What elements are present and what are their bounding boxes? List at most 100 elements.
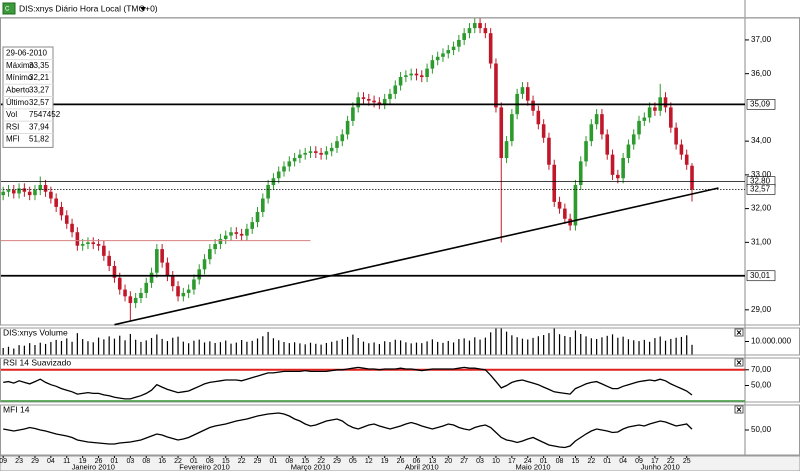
volume-bar: [373, 342, 375, 355]
x-tick-label: 26: [95, 458, 103, 465]
info-box: [2, 46, 54, 148]
x-tick-label: 24: [524, 458, 532, 465]
y-tick-label: 70,00: [751, 365, 772, 374]
volume-bar: [574, 330, 577, 355]
volume-bar: [235, 342, 237, 355]
candle-body: [80, 244, 85, 246]
candle-body: [414, 73, 419, 76]
volume-bar: [108, 336, 110, 355]
volume-bar: [405, 342, 407, 355]
app-icon-text: C: [5, 7, 10, 13]
candle-body: [96, 244, 101, 246]
info-value: 7547452: [29, 110, 61, 119]
info-label: Vol: [6, 110, 17, 119]
x-tick-label: 29: [254, 458, 262, 465]
volume-bar: [320, 344, 322, 355]
volume-bar: [495, 328, 497, 355]
candle-body: [276, 171, 281, 179]
candle-body: [404, 75, 408, 78]
candle-body: [578, 161, 583, 185]
volume-bar: [500, 328, 502, 355]
volume-bar: [617, 337, 619, 355]
candle-body: [11, 190, 16, 194]
y-tick-label: 50,00: [751, 425, 772, 434]
panel-1: [2, 328, 693, 355]
volume-bar: [283, 342, 285, 355]
dropdown-arrow[interactable]: [140, 7, 146, 11]
volume-bar: [13, 348, 15, 355]
x-tick-label: 01: [111, 458, 119, 465]
x-tick-label: 08: [142, 458, 150, 465]
volume-bar: [596, 338, 598, 355]
x-tick-label: 27: [460, 458, 468, 465]
candle-body: [541, 124, 546, 138]
candle-body: [208, 249, 212, 260]
candle-body: [86, 242, 90, 245]
volume-bar: [92, 342, 94, 355]
candle-body: [107, 255, 111, 266]
volume-bar: [272, 338, 275, 355]
volume-bar: [182, 341, 184, 355]
volume-bar: [638, 341, 640, 355]
y-tick-label: 50,00: [751, 381, 772, 390]
candle-body: [393, 85, 398, 94]
volume-bar: [241, 340, 243, 355]
x-tick-label: 25: [683, 458, 691, 465]
volume-bar: [527, 339, 529, 355]
x-tick-label: 12: [365, 458, 373, 465]
volume-bar: [203, 342, 206, 355]
volume-bar: [357, 337, 359, 355]
volume-bar: [135, 339, 137, 355]
candle-body: [457, 39, 461, 47]
indicator-line: [3, 412, 693, 449]
volume-bar: [55, 339, 57, 355]
candle-body: [202, 259, 207, 270]
volume-bar: [103, 339, 105, 355]
panel-2: [0, 366, 745, 402]
x-tick-label: 17: [651, 458, 659, 465]
candle-body: [33, 190, 37, 196]
volume-bar: [119, 335, 121, 355]
candle-body: [372, 100, 376, 103]
y-tick-label: 36,00: [751, 69, 772, 78]
volume-bar: [643, 339, 645, 355]
candle-body: [250, 222, 255, 229]
candle-body: [552, 164, 557, 202]
x-tick-label: 23: [15, 458, 23, 465]
volume-bar: [458, 339, 460, 355]
candle-body: [91, 242, 96, 245]
candle-body: [441, 53, 445, 57]
volume-bar: [44, 343, 47, 355]
candle-body: [653, 107, 657, 111]
candle-body: [70, 223, 74, 233]
candle-body: [123, 289, 127, 297]
x-tick-label: 29: [333, 458, 341, 465]
volume-bar: [267, 331, 269, 355]
candle-body: [366, 98, 371, 101]
volume-bar: [680, 336, 683, 355]
volume-bar: [209, 341, 211, 355]
candle-body: [419, 75, 424, 78]
candle-body: [303, 152, 308, 155]
candle-body: [600, 114, 604, 135]
x-tick-label: 26: [397, 458, 405, 465]
candle-body: [430, 60, 435, 69]
candle-body: [642, 117, 647, 121]
candle-body: [621, 158, 625, 179]
candle-body: [573, 184, 578, 226]
candle-body: [674, 127, 678, 145]
level-label: 32,80: [750, 177, 771, 186]
candle-body: [467, 28, 472, 34]
info-value: 33,27: [29, 86, 50, 95]
x-tick-label: 01: [540, 458, 548, 465]
volume-bar: [251, 340, 253, 355]
volume-bar: [410, 343, 412, 355]
volume-bar: [468, 340, 471, 355]
volume-bar: [606, 335, 608, 355]
app-icon[interactable]: [2, 2, 16, 15]
x-tick-label: 08: [556, 458, 564, 465]
volume-bar: [484, 337, 486, 355]
volume-bar: [543, 335, 545, 355]
info-value: 33,35: [29, 61, 50, 70]
candle-body: [287, 161, 292, 167]
